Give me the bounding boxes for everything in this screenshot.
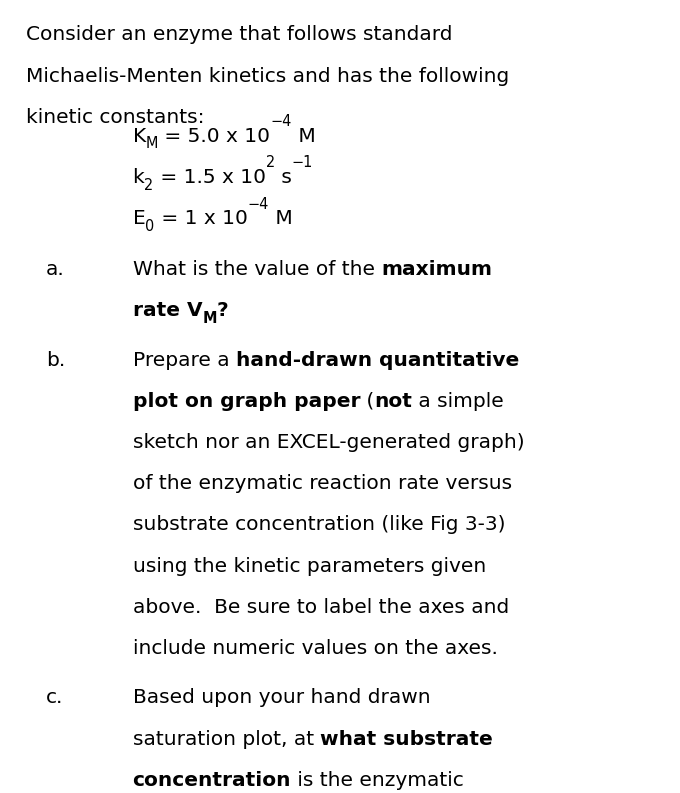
- Text: (: (: [360, 392, 375, 411]
- Text: M: M: [292, 127, 316, 146]
- Text: a.: a.: [46, 260, 65, 279]
- Text: s: s: [275, 168, 292, 187]
- Text: what substrate: what substrate: [320, 730, 493, 749]
- Text: 0: 0: [146, 219, 154, 234]
- Text: not: not: [375, 392, 412, 411]
- Text: b.: b.: [46, 351, 65, 370]
- Text: M: M: [202, 311, 217, 326]
- Text: = 5.0 x 10: = 5.0 x 10: [158, 127, 270, 146]
- Text: of the enzymatic reaction rate versus: of the enzymatic reaction rate versus: [133, 474, 512, 493]
- Text: Based upon your hand drawn: Based upon your hand drawn: [133, 688, 430, 707]
- Text: maximum: maximum: [381, 260, 492, 279]
- Text: using the kinetic parameters given: using the kinetic parameters given: [133, 557, 486, 576]
- Text: = 1 x 10: = 1 x 10: [154, 209, 248, 228]
- Text: M: M: [269, 209, 292, 228]
- Text: −4: −4: [270, 114, 292, 129]
- Text: concentration: concentration: [133, 771, 291, 790]
- Text: Prepare a: Prepare a: [133, 351, 235, 370]
- Text: c.: c.: [46, 688, 64, 707]
- Text: 2: 2: [266, 155, 275, 170]
- Text: above.  Be sure to label the axes and: above. Be sure to label the axes and: [133, 598, 509, 617]
- Text: include numeric values on the axes.: include numeric values on the axes.: [133, 639, 498, 658]
- Text: sketch nor an EXCEL-generated graph): sketch nor an EXCEL-generated graph): [133, 433, 524, 452]
- Text: M: M: [146, 136, 158, 151]
- Text: a simple: a simple: [412, 392, 504, 411]
- Text: 2: 2: [144, 178, 154, 193]
- Text: hand-drawn quantitative: hand-drawn quantitative: [235, 351, 519, 370]
- Text: substrate concentration (like Fig 3-3): substrate concentration (like Fig 3-3): [133, 515, 505, 534]
- Text: Consider an enzyme that follows standard: Consider an enzyme that follows standard: [26, 25, 452, 44]
- Text: rate V: rate V: [133, 301, 202, 320]
- Text: What is the value of the: What is the value of the: [133, 260, 381, 279]
- Text: ?: ?: [217, 301, 228, 320]
- Text: = 1.5 x 10: = 1.5 x 10: [154, 168, 266, 187]
- Text: K: K: [133, 127, 146, 146]
- Text: −1: −1: [292, 155, 313, 170]
- Text: Michaelis-Menten kinetics and has the following: Michaelis-Menten kinetics and has the fo…: [26, 67, 509, 86]
- Text: is the enzymatic: is the enzymatic: [291, 771, 464, 790]
- Text: saturation plot, at: saturation plot, at: [133, 730, 320, 749]
- Text: k: k: [133, 168, 144, 187]
- Text: kinetic constants:: kinetic constants:: [26, 108, 204, 127]
- Text: E: E: [133, 209, 146, 228]
- Text: plot on graph paper: plot on graph paper: [133, 392, 360, 411]
- Text: −4: −4: [248, 197, 269, 212]
